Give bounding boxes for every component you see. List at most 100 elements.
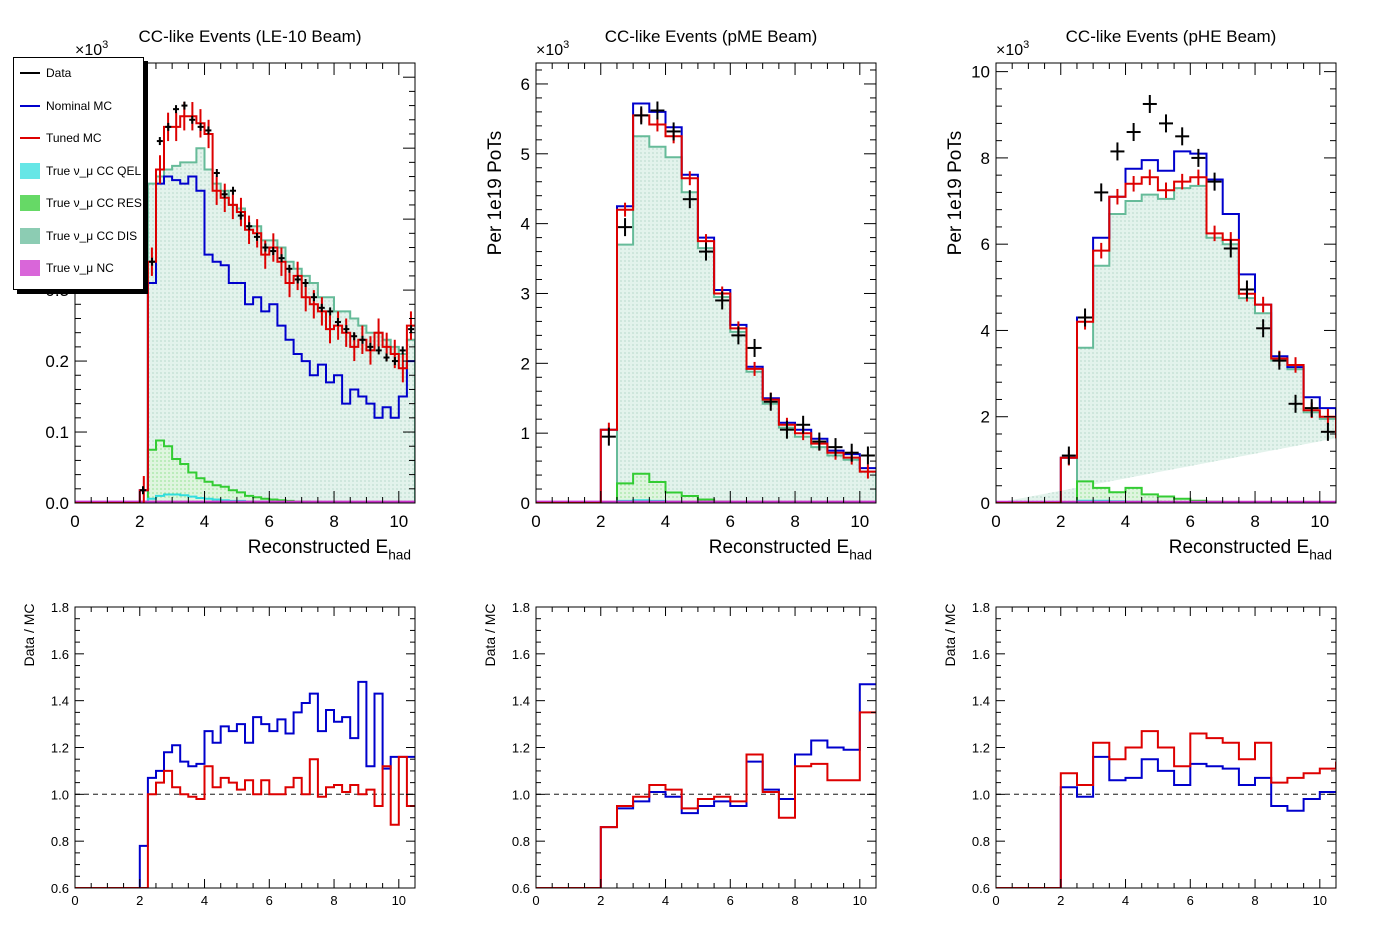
- ratio-y-axis-label: Data / MC: [482, 603, 498, 666]
- ratio-y-tick-label: 0.8: [512, 834, 530, 849]
- data-point: [399, 346, 406, 355]
- ratio-y-axis-label: Data / MC: [21, 603, 37, 666]
- data-point: [1223, 239, 1238, 258]
- y-tick-label: 4: [981, 321, 990, 340]
- ratio-y-tick-label: 0.6: [972, 881, 990, 896]
- data-point: [310, 293, 317, 302]
- ratio-y-axis-label: Data / MC: [942, 603, 958, 666]
- x-tick-label: 0: [70, 512, 79, 531]
- y-tick-label: 0.2: [45, 352, 69, 371]
- legend-label: Nominal MC: [46, 98, 113, 113]
- legend-fill-swatch: [18, 162, 42, 179]
- histogram-series: [75, 101, 415, 503]
- data-point: [286, 264, 293, 273]
- ratio-tuned-line: [75, 755, 415, 888]
- data-point: [650, 101, 665, 120]
- ratio-x-tick-label: 0: [532, 893, 539, 908]
- series-nominal-line: [75, 175, 415, 503]
- ratio-y-tick-label: 1.2: [972, 741, 990, 756]
- data-point: [156, 137, 163, 146]
- data-point: [343, 325, 350, 334]
- data-point: [149, 257, 156, 266]
- ratio-series: [996, 730, 1336, 888]
- data-point: [1256, 319, 1271, 338]
- data-point: [173, 105, 180, 114]
- data-point: [731, 326, 746, 345]
- ratio-x-tick-label: 6: [727, 893, 734, 908]
- ratio-y-tick-label: 1.8: [512, 600, 530, 615]
- chart-title: CC-like Events (LE-10 Beam): [139, 27, 362, 46]
- data-point: [1320, 422, 1335, 441]
- data-point: [1304, 399, 1319, 418]
- data-point: [351, 332, 358, 341]
- data-point: [1288, 394, 1303, 413]
- ratio-plot: 0 2 4 6 8 10 0.6 0.8 1.0 1.2 1.4 1.6 1.8 Data / MC: [942, 600, 1337, 908]
- y-tick-label: 5: [521, 145, 530, 164]
- x-tick-label: 4: [661, 512, 670, 531]
- data-point: [181, 101, 188, 110]
- ratio-y-tick-label: 1.6: [972, 647, 990, 662]
- legend-item: True ν_μ NC: [14, 256, 143, 280]
- y-tick-label: 4: [521, 215, 530, 234]
- data-point: [812, 432, 827, 451]
- ratio-y-axis: 0.6 0.8 1.0 1.2 1.4 1.6 1.8 Data / MC: [21, 600, 415, 896]
- data-points: [140, 101, 415, 495]
- y-tick-label: 8: [981, 149, 990, 168]
- series-nominal-line: [996, 150, 1336, 503]
- ratio-y-tick-label: 1.6: [512, 647, 530, 662]
- data-points: [601, 101, 875, 465]
- x-axis-label: Reconstructed Ehad: [1169, 537, 1332, 563]
- data-point: [197, 122, 204, 131]
- ratio-x-tick-label: 8: [1251, 893, 1258, 908]
- data-point: [1061, 446, 1076, 465]
- series-tuned-line: [75, 115, 415, 503]
- data-point: [262, 243, 269, 252]
- ratio-y-tick-label: 0.8: [972, 834, 990, 849]
- data-point: [408, 325, 415, 334]
- x-axis-label: Reconstructed Ehad: [709, 537, 872, 563]
- data-point: [1207, 172, 1222, 191]
- main-plot: 0 2 4 6 8 10 Reconstructed Ehad 0 1 2 3 4 5 6 Per 1e19…: [485, 27, 877, 563]
- y-axis: 0 2 4 6 8 10 Per 1e19 PoTs: [945, 63, 1336, 513]
- y-tick-label: 6: [521, 75, 530, 94]
- y-tick-label: 3: [521, 284, 530, 303]
- ratio-x-tick-label: 10: [1313, 893, 1327, 908]
- x-axis: 0 2 4 6 8 10 Reconstructed Ehad: [531, 63, 877, 563]
- ratio-x-tick-label: 8: [791, 893, 798, 908]
- ratio-series: [75, 680, 415, 888]
- y-tick-label: 2: [981, 408, 990, 427]
- chart-panel-2: 0 2 4 6 8 10 Reconstructed Ehad 0 1 2 3 4 5 6 Per 1e19…: [482, 27, 877, 908]
- legend: Data Nominal MC Tuned MC True ν_μ CC QEL Tru…: [13, 57, 144, 290]
- ratio-y-tick-label: 1.2: [512, 741, 530, 756]
- ratio-y-tick-label: 0.6: [512, 881, 530, 896]
- ratio-nominal-line: [75, 680, 415, 888]
- data-point: [1272, 351, 1287, 370]
- ratio-x-tick-label: 2: [136, 893, 143, 908]
- series-tuned-line: [996, 176, 1336, 503]
- data-point: [246, 222, 253, 231]
- x-tick-label: 10: [1310, 512, 1329, 531]
- ratio-plot: 0 2 4 6 8 10 0.6 0.8 1.0 1.2 1.4 1.6 1.8 Data / MC: [482, 600, 877, 908]
- ratio-y-tick-label: 0.6: [51, 881, 69, 896]
- legend-fill-swatch: [18, 195, 42, 211]
- x-tick-label: 8: [1250, 512, 1259, 531]
- data-point: [221, 190, 228, 199]
- plot-frame: [535, 62, 877, 504]
- y-axis-label: Per 1e19 PoTs: [945, 131, 966, 256]
- data-point: [828, 438, 843, 457]
- x-tick-label: 10: [850, 512, 869, 531]
- data-point: [359, 335, 366, 344]
- data-point: [1094, 183, 1109, 202]
- ratio-x-tick-label: 0: [992, 893, 999, 908]
- data-point: [165, 122, 172, 131]
- x-tick-label: 6: [726, 512, 735, 531]
- y-tick-label: 0: [521, 494, 530, 513]
- main-plot: 0 2 4 6 8 10 Reconstructed Ehad 0 2 4 6 8 10 Per 1e19…: [945, 27, 1337, 563]
- x-tick-label: 8: [329, 512, 338, 531]
- legend-item: Nominal MC: [14, 94, 143, 118]
- data-point: [334, 318, 341, 327]
- legend-label: True ν_μ CC QEL: [46, 163, 142, 178]
- x-tick-label: 10: [389, 512, 408, 531]
